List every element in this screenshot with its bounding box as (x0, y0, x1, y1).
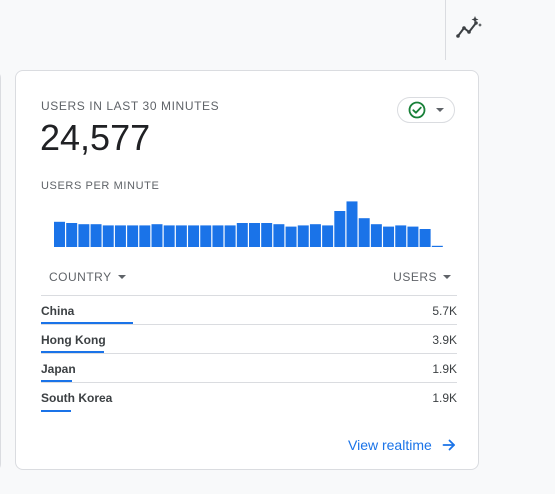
card-title: USERS IN LAST 30 MINUTES (41, 99, 220, 113)
row-share-bar (41, 380, 73, 382)
chart-bar[interactable] (297, 225, 309, 247)
table-row[interactable]: China 5.7K (41, 296, 457, 325)
chart-bar[interactable] (127, 225, 139, 247)
row-share-bar (41, 351, 104, 353)
chart-bar[interactable] (358, 218, 370, 247)
active-users-count: 24,577 (40, 117, 151, 158)
table-row[interactable]: Hong Kong 3.9K (41, 325, 457, 354)
chart-bar[interactable] (78, 224, 90, 247)
realtime-users-card: USERS IN LAST 30 MINUTES 24,577 USERS PE… (15, 70, 479, 470)
neighbor-card-edge (0, 70, 1, 472)
chart-bar[interactable] (334, 211, 346, 247)
country-table: China 5.7K Hong Kong 3.9K Japan 1.9K Sou… (41, 296, 457, 412)
row-users: 5.7K (432, 304, 457, 318)
chart-bar[interactable] (139, 225, 151, 247)
chart-bar[interactable] (431, 245, 443, 247)
chart-bar[interactable] (261, 223, 273, 247)
data-quality-dropdown[interactable] (397, 97, 455, 123)
check-circle-icon (408, 101, 426, 119)
toolbar-divider (445, 0, 446, 60)
chart-bar[interactable] (419, 229, 431, 247)
chart-bar[interactable] (102, 225, 114, 247)
country-column-header[interactable]: COUNTRY (49, 270, 126, 284)
users-per-minute-chart (54, 201, 443, 247)
row-country: China (41, 304, 75, 318)
chart-bar[interactable] (188, 225, 200, 247)
chart-bar[interactable] (66, 223, 78, 247)
view-realtime-label: View realtime (348, 437, 432, 453)
row-country: South Korea (41, 391, 113, 405)
insights-button[interactable] (455, 14, 483, 42)
chevron-down-icon (117, 275, 126, 279)
chart-bar[interactable] (175, 225, 187, 247)
chart-bar[interactable] (285, 226, 297, 247)
chart-bar[interactable] (236, 223, 248, 247)
users-header-label: USERS (393, 270, 437, 284)
chart-bar[interactable] (249, 223, 260, 247)
chart-bar[interactable] (346, 201, 358, 247)
sparkle-trend-icon (456, 16, 482, 38)
chart-bar[interactable] (90, 224, 102, 247)
chart-bar[interactable] (163, 225, 175, 247)
chart-bar[interactable] (322, 225, 334, 247)
table-row[interactable]: South Korea 1.9K (41, 383, 457, 412)
row-users: 1.9K (432, 391, 457, 405)
country-header-label: COUNTRY (49, 270, 112, 284)
view-realtime-link[interactable]: View realtime (348, 437, 456, 453)
users-column-header[interactable]: USERS (393, 270, 451, 284)
chevron-down-icon (443, 275, 451, 279)
chart-bar[interactable] (383, 226, 395, 247)
chevron-down-icon (436, 108, 444, 112)
chart-bar[interactable] (395, 225, 407, 247)
row-users: 1.9K (432, 362, 457, 376)
row-users: 3.9K (432, 333, 457, 347)
chart-bar[interactable] (200, 225, 212, 247)
row-share-bar (41, 410, 72, 412)
chart-bar[interactable] (273, 224, 285, 247)
chart-bar[interactable] (54, 221, 65, 247)
arrow-right-icon (442, 439, 455, 451)
chart-bar[interactable] (407, 226, 419, 247)
chart-bar[interactable] (309, 224, 321, 247)
chart-bar[interactable] (370, 224, 382, 247)
chart-bar[interactable] (224, 225, 236, 247)
chart-bar[interactable] (151, 224, 163, 247)
row-country: Japan (41, 362, 76, 376)
table-row[interactable]: Japan 1.9K (41, 354, 457, 383)
row-country: Hong Kong (41, 333, 106, 347)
row-share-bar (41, 322, 133, 324)
chart-bar[interactable] (114, 225, 126, 247)
table-header: COUNTRY USERS (41, 264, 457, 296)
chart-subtitle: USERS PER MINUTE (41, 180, 160, 192)
chart-bar[interactable] (212, 225, 224, 247)
